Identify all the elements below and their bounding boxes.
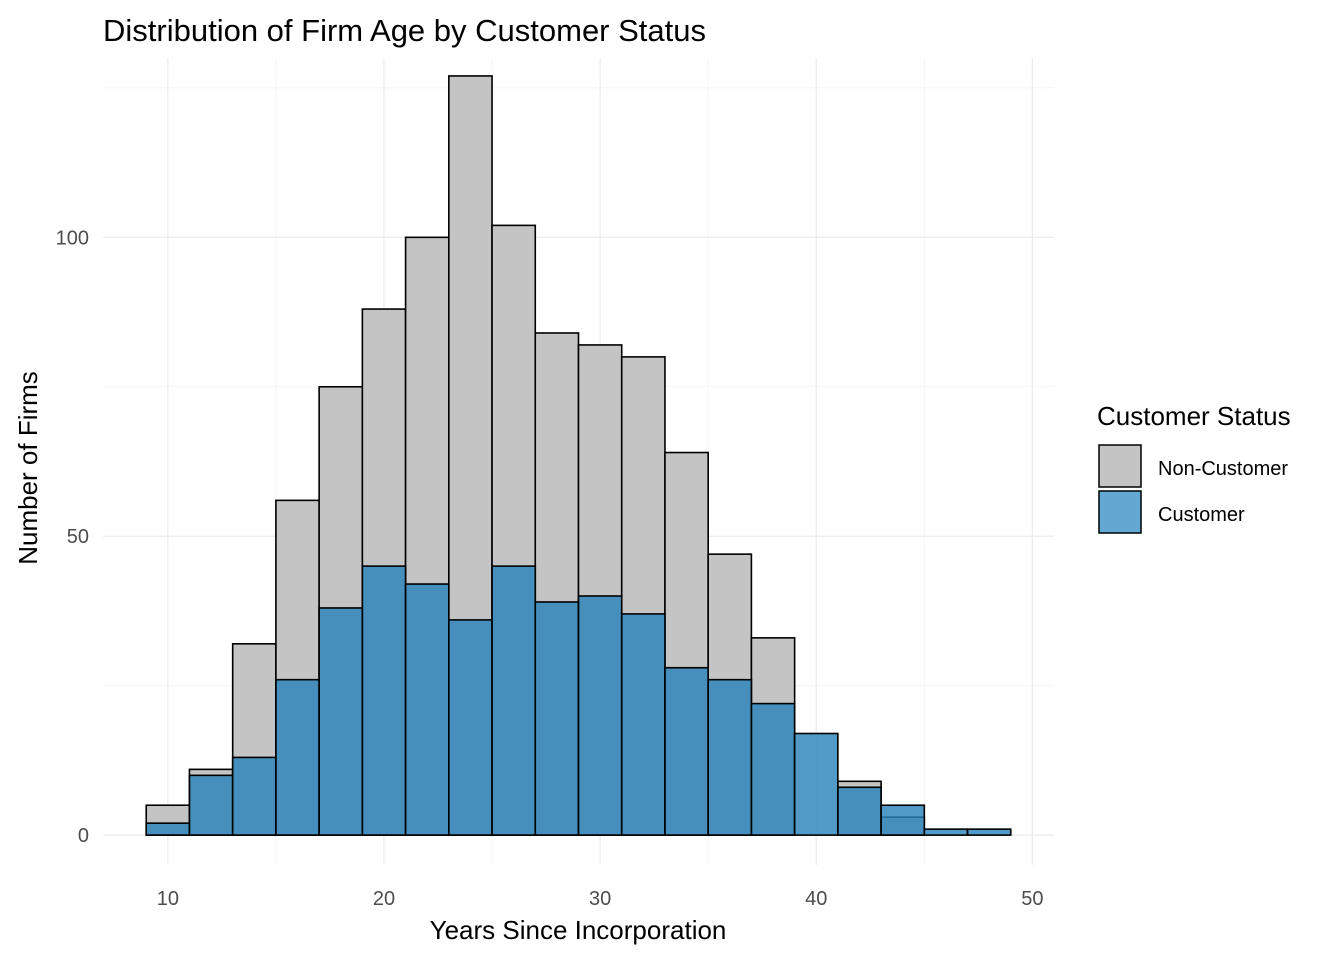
x-tick-label: 20	[373, 888, 395, 910]
bar-customer	[664, 666, 709, 836]
legend: Customer Status Non-Customer Customer	[1097, 401, 1291, 534]
y-axis-title: Number of Firms	[13, 371, 43, 565]
legend-label-customer: Customer	[1158, 504, 1245, 526]
bar-customer	[620, 613, 666, 836]
bar-customer	[145, 822, 191, 836]
customer-bars	[145, 565, 1012, 836]
x-tick-label: 30	[589, 888, 611, 910]
x-tick-label: 40	[805, 888, 827, 910]
bar-customer	[231, 756, 277, 836]
legend-swatch-non-customer	[1098, 444, 1142, 488]
bar-customer	[750, 702, 796, 836]
bar-customer	[966, 828, 1012, 836]
bar-customer	[577, 595, 623, 836]
bar-customer	[318, 607, 364, 836]
legend-title: Customer Status	[1097, 401, 1291, 431]
legend-swatch-customer	[1098, 490, 1142, 534]
bar-customer	[837, 786, 882, 836]
y-tick-label: 50	[67, 526, 89, 548]
bar-customer	[404, 583, 450, 836]
bar-customer	[491, 565, 537, 836]
bar-customer	[448, 619, 493, 836]
chart-title: Distribution of Firm Age by Customer Sta…	[103, 13, 706, 48]
x-axis-title: Years Since Incorporation	[430, 915, 727, 945]
bar-customer	[275, 678, 320, 836]
y-axis-ticks: 0 50 100	[56, 227, 89, 847]
bar-customer	[707, 678, 753, 836]
bar-customer	[923, 828, 969, 836]
bar-customer	[361, 565, 407, 836]
bar-customer	[188, 774, 234, 836]
x-tick-label: 10	[157, 888, 179, 910]
bar-customer	[534, 601, 580, 836]
x-tick-label: 50	[1021, 888, 1043, 910]
legend-label-non-customer: Non-Customer	[1158, 458, 1288, 480]
y-tick-label: 0	[78, 825, 89, 847]
y-tick-label: 100	[56, 227, 89, 249]
x-axis-ticks: 10 20 30 40 50	[157, 888, 1044, 910]
bar-customer	[880, 804, 926, 836]
bar-customer	[793, 732, 839, 836]
